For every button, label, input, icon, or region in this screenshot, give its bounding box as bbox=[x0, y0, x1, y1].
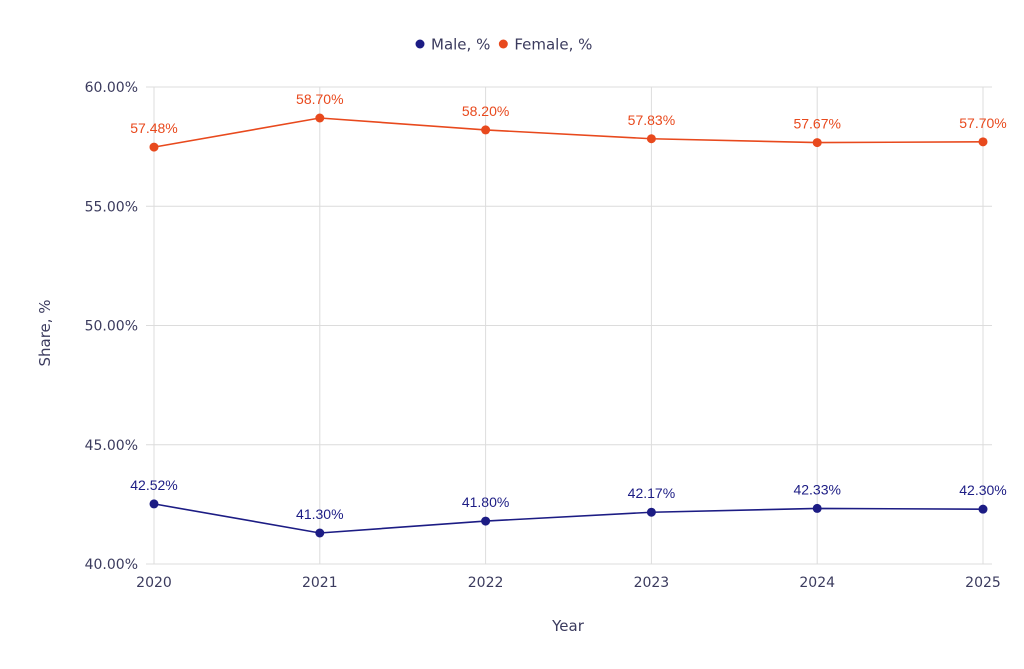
data-label: 57.70% bbox=[959, 115, 1006, 131]
data-point bbox=[812, 503, 822, 513]
y-tick-label: 40.00% bbox=[85, 557, 138, 573]
data-point bbox=[315, 113, 325, 123]
data-label: 57.83% bbox=[628, 112, 675, 128]
x-tick-label: 2022 bbox=[468, 575, 504, 591]
x-axis-ticks: 2020 2021 2022 2023 2024 2025 bbox=[136, 575, 1001, 591]
data-label: 42.30% bbox=[959, 482, 1006, 498]
legend-label: Female, % bbox=[514, 36, 592, 54]
data-point bbox=[481, 516, 491, 526]
series-group: 42.52% 41.30% 41.80% 42.17% 42.33% 42.30% 57.4… bbox=[130, 91, 1007, 538]
series-line bbox=[153, 503, 984, 534]
x-tick-label: 2023 bbox=[634, 575, 670, 591]
series-male: 42.52% 41.30% 41.80% 42.17% 42.33% 42.30% bbox=[130, 477, 1007, 538]
x-tick-label: 2021 bbox=[302, 575, 338, 591]
legend-marker-icon bbox=[498, 39, 508, 49]
data-point bbox=[481, 125, 491, 135]
data-point bbox=[646, 507, 656, 517]
data-label: 57.67% bbox=[793, 116, 840, 132]
legend[interactable]: Male, % Female, % bbox=[415, 36, 593, 54]
data-point bbox=[149, 499, 159, 509]
data-label: 58.70% bbox=[296, 91, 343, 107]
y-tick-label: 55.00% bbox=[85, 199, 138, 215]
data-point bbox=[812, 138, 822, 148]
data-point bbox=[646, 134, 656, 144]
data-label: 41.30% bbox=[296, 506, 343, 522]
x-tick-label: 2020 bbox=[136, 575, 172, 591]
data-point bbox=[978, 504, 988, 514]
x-tick-label: 2024 bbox=[799, 575, 835, 591]
data-label: 57.48% bbox=[130, 120, 177, 136]
legend-item-female[interactable]: Female, % bbox=[498, 36, 593, 54]
y-tick-label: 60.00% bbox=[85, 80, 138, 96]
x-tick-label: 2025 bbox=[965, 575, 1001, 591]
data-point bbox=[978, 137, 988, 147]
data-point bbox=[149, 142, 159, 152]
y-axis-ticks: 40.00% 45.00% 50.00% 55.00% 60.00% bbox=[85, 80, 138, 573]
data-label: 41.80% bbox=[462, 494, 509, 510]
data-label: 42.52% bbox=[130, 477, 177, 493]
legend-marker-icon bbox=[415, 39, 425, 49]
gridlines bbox=[146, 86, 992, 565]
series-female: 57.48% 58.70% 58.20% 57.83% 57.67% 57.70% bbox=[130, 91, 1007, 152]
x-axis-title: Year bbox=[551, 617, 585, 635]
y-tick-label: 45.00% bbox=[85, 438, 138, 454]
data-label: 42.33% bbox=[793, 481, 840, 497]
series-line bbox=[153, 117, 984, 148]
legend-label: Male, % bbox=[431, 36, 490, 54]
data-label: 58.20% bbox=[462, 103, 509, 119]
data-label: 42.17% bbox=[628, 485, 675, 501]
legend-item-male[interactable]: Male, % bbox=[415, 36, 491, 54]
y-tick-label: 50.00% bbox=[85, 319, 138, 335]
y-axis-title: Share, % bbox=[36, 299, 54, 366]
data-point bbox=[315, 528, 325, 538]
